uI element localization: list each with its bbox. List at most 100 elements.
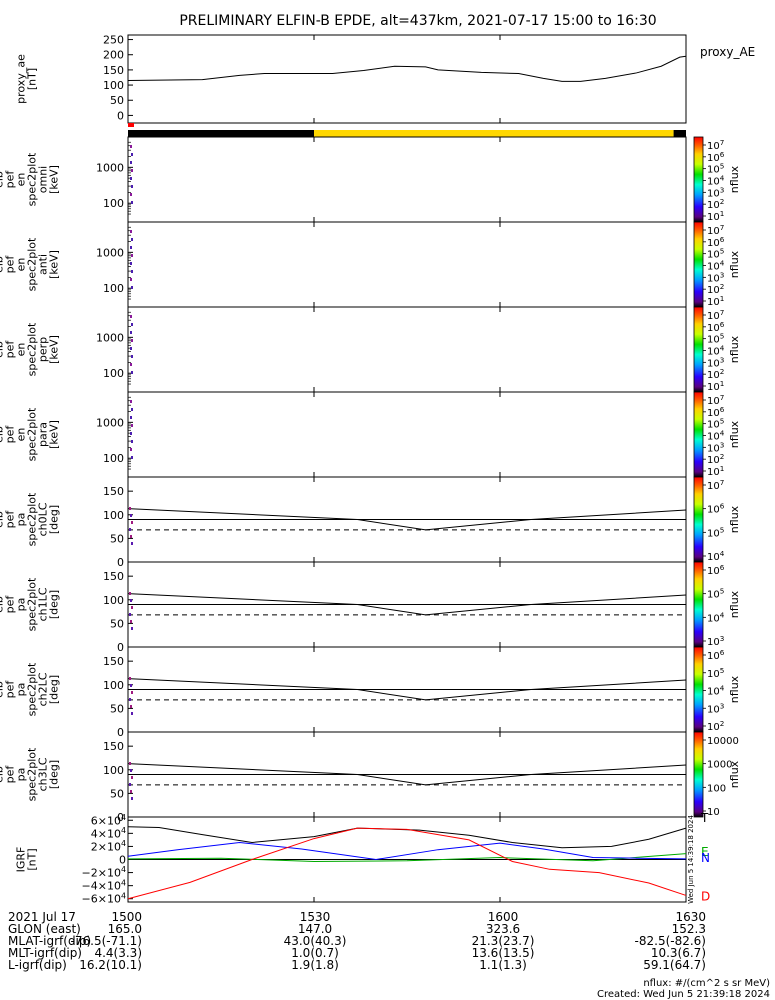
ephemeris-value-3-1: 1.0(0.7)	[291, 946, 339, 960]
energy-data-pixel	[131, 254, 133, 257]
colorbar-tick-label: 100	[707, 783, 726, 794]
energy-data-pixel	[131, 286, 133, 289]
colorbar-tick-label: 102	[707, 197, 724, 211]
pitch-ylabel-1-line-0: elb	[0, 596, 6, 613]
plot-title: PRELIMINARY ELFIN-B EPDE, alt=437km, 202…	[179, 13, 656, 29]
energy-data-pixel	[131, 153, 133, 156]
pitch-ylabel-2-line-0: elb	[0, 681, 6, 698]
proxy-ae-ytick-label: 50	[110, 94, 124, 107]
colorbar-label-s3: nflux	[728, 420, 741, 448]
proxy-ae-line	[127, 55, 687, 82]
energy-ytick-label: 1000	[96, 246, 124, 259]
colorbar-label-p1: nflux	[728, 590, 741, 618]
ephemeris-label-1: GLON (east)	[8, 922, 81, 936]
energy-data-pixel	[131, 323, 133, 326]
ephemeris-label-0: 2021 Jul 17	[8, 910, 76, 924]
proxy-ae-frame	[127, 34, 687, 124]
pitch-ytick-label: 100	[103, 764, 124, 777]
colorbar-tick-label: 104	[707, 259, 725, 273]
pitch-ytick-label: 50	[110, 787, 124, 800]
pitch-data-pixel	[130, 705, 132, 708]
proxy-ae-ytick-label: 200	[103, 49, 124, 62]
pitch-ylabel-1-line-5: [deg]	[48, 590, 61, 619]
energy-ylabel-2-line-4: perp	[37, 337, 50, 362]
igrf-legend-D: D	[701, 889, 710, 903]
energy-ylabel-0-line-2: en	[15, 173, 28, 187]
ephemeris-value-4-2: 1.1(1.3)	[479, 958, 527, 972]
pitch-ylabel-3-line-0: elb	[0, 766, 6, 783]
colorbar-tick-label: 103	[707, 634, 724, 648]
pitch-data-pixel	[131, 627, 133, 630]
pitch-ylabel-2-line-5: [deg]	[48, 675, 61, 704]
colorbar-s1	[693, 221, 704, 308]
colorbar-tick-label: 106	[707, 235, 725, 249]
ephemeris-value-1-1: 147.0	[298, 922, 332, 936]
created-timestamp: Created: Wed Jun 5 21:39:18 2024	[597, 989, 770, 1000]
colorbar-tick-label: 107	[707, 478, 724, 492]
colorbar-tick-label: 105	[707, 417, 724, 431]
energy-data-pixel	[131, 201, 133, 204]
pitch-ylabel-3-line-4: ch3LC	[37, 757, 50, 791]
energy-data-pixel	[131, 238, 133, 241]
pitch-data-pixel	[129, 783, 131, 786]
pitch-data-pixel	[129, 677, 131, 680]
energy-ylabel-2-line-2: en	[15, 343, 28, 357]
pitch-ylabel-0-line-1: pef	[4, 510, 17, 529]
energy-data-pixel	[131, 169, 133, 172]
energy-ylabel-2-line-1: pef	[4, 340, 17, 359]
energy-data-pixel	[131, 355, 133, 358]
energy-ylabel-0-line-4: omni	[37, 166, 50, 193]
colorbar-tick-label: 102	[707, 719, 724, 733]
energy-ylabel-2-line-5: [keV]	[48, 335, 61, 364]
pitch-data-pixel	[129, 762, 131, 765]
colorbar-tick-label: 101	[707, 294, 724, 308]
pitch-ytick-label: 150	[103, 570, 124, 583]
ephemeris-value-1-3: 152.3	[672, 922, 706, 936]
energy-ylabel-0-line-1: pef	[4, 170, 17, 189]
colorbar-tick-label: 104	[707, 610, 725, 624]
colorbar-p2	[693, 646, 704, 733]
igrf-ytick-label: 6×104	[91, 813, 126, 827]
colorbar-tick-label: 106	[707, 150, 725, 164]
pitch-ylabel-0-line-5: [deg]	[48, 505, 61, 534]
energy-data-pixel	[131, 456, 133, 459]
colorbar-tick-label: 101	[707, 464, 724, 478]
energy-ylabel-3-line-4: para	[37, 422, 50, 447]
colorbar-tick-label: 102	[707, 367, 724, 381]
ephemeris-value-0-1: 1530	[300, 910, 331, 924]
colorbar-tick-label: 106	[707, 405, 725, 419]
colorbar-tick-label: 106	[707, 502, 725, 516]
energy-ylabel-3-line-5: [keV]	[48, 420, 61, 449]
pitch-ytick-label: 0	[117, 641, 124, 654]
pitch-ytick-label: 0	[117, 811, 124, 824]
colorbar-tick-label: 104	[707, 174, 725, 188]
colorbar-tick-label: 102	[707, 452, 724, 466]
pitch-data-pixel	[131, 691, 133, 694]
colorbar-s0	[693, 136, 704, 223]
pitch-ylabel-2-line-1: pef	[4, 680, 17, 699]
ephemeris-value-1-2: 323.6	[486, 922, 520, 936]
energy-data-pixel	[130, 262, 132, 265]
energy-ylabel-3-line-0: elb	[0, 426, 6, 443]
energy-data-pixel	[130, 145, 132, 148]
colorbar-p0	[693, 476, 704, 563]
colorbar-tick-label: 10000	[707, 736, 739, 747]
ephemeris-label-4: L-igrf(dip)	[8, 958, 67, 972]
pitch-ylabel-2-line-4: ch2LC	[37, 672, 50, 706]
pitch-ylabel-2-line-2: pa	[15, 683, 28, 697]
colorbar-tick-label: 105	[707, 587, 724, 601]
ephemeris-value-2-1: 43.0(40.3)	[284, 934, 347, 948]
colorbar-tick-label: 105	[707, 162, 724, 176]
colorbar-label-p0: nflux	[728, 505, 741, 533]
energy-data-pixel	[130, 331, 132, 334]
colorbar-tick-label: 106	[707, 320, 725, 334]
energy-data-pixel	[130, 347, 132, 350]
energy-ylabel-2-line-3: spec2plot	[26, 322, 39, 376]
status-segment-2	[673, 130, 686, 137]
pitch-ytick-label: 50	[110, 617, 124, 630]
energy-panel-2	[127, 306, 687, 393]
colorbar-tick-label: 101	[707, 379, 724, 393]
colorbar-tick-label: 106	[707, 648, 725, 662]
energy-ylabel-0-line-5: [keV]	[48, 165, 61, 194]
